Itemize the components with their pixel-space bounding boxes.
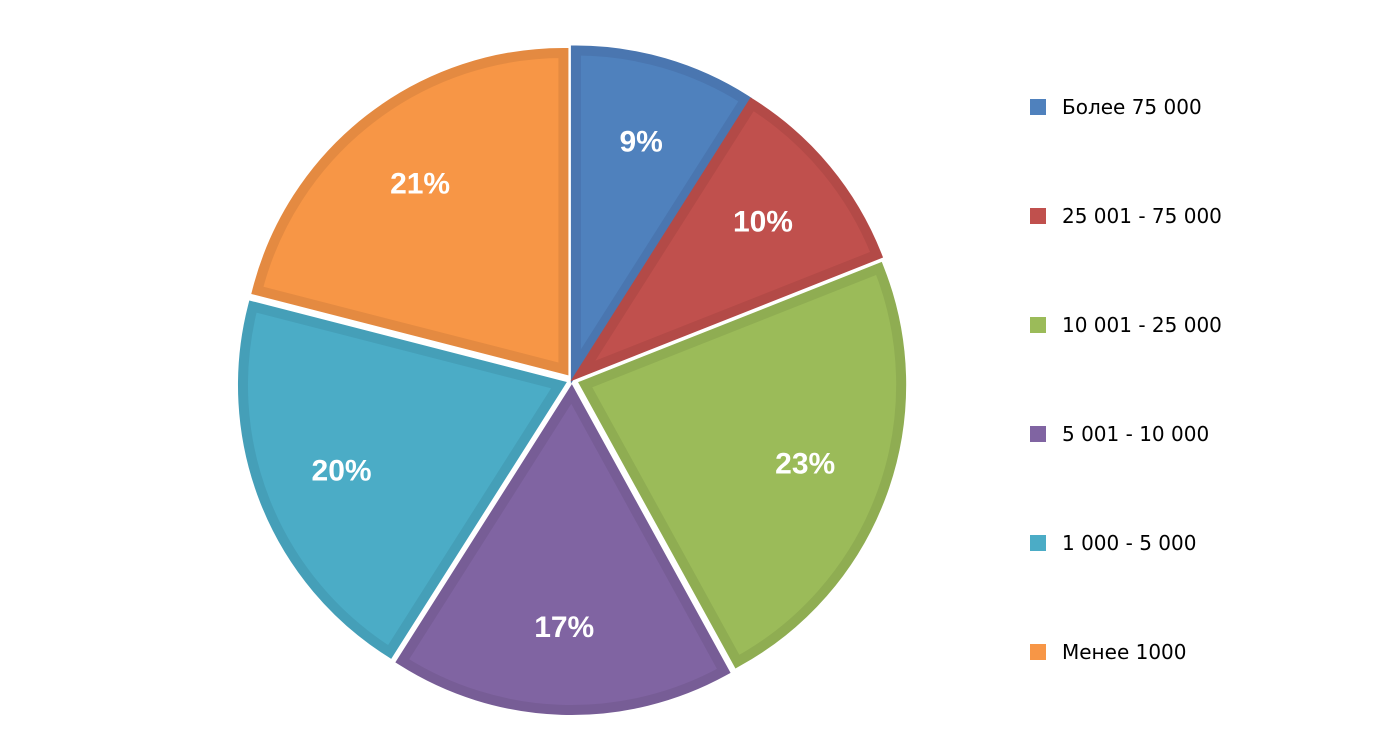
- legend-swatch-3: [1030, 317, 1046, 333]
- legend-swatch-6: [1030, 644, 1046, 660]
- legend-label-6: Менее 1000: [1062, 640, 1187, 664]
- legend-swatch-1: [1030, 99, 1046, 115]
- legend-label-4: 5 001 - 10 000: [1062, 422, 1209, 446]
- legend-label-2: 25 001 - 75 000: [1062, 204, 1222, 228]
- data-label-4: 17%: [534, 611, 594, 644]
- legend-label-5: 1 000 - 5 000: [1062, 531, 1196, 555]
- legend-item-6: Менее 1000: [1030, 640, 1187, 664]
- pie-slice-4: [395, 384, 731, 715]
- data-label-1: 9%: [619, 126, 662, 159]
- legend-swatch-5: [1030, 535, 1046, 551]
- pie-slices: [238, 45, 907, 715]
- data-label-2: 10%: [733, 206, 793, 239]
- legend-item-5: 1 000 - 5 000: [1030, 531, 1196, 555]
- legend-item-1: Более 75 000: [1030, 95, 1202, 119]
- data-label-3: 23%: [775, 447, 835, 480]
- pie-data-labels: 9% 10% 23% 17% 20% 21%: [312, 126, 836, 645]
- pie-slice-5: [238, 300, 567, 659]
- legend-item-3: 10 001 - 25 000: [1030, 313, 1222, 337]
- pie-slice-1: [570, 45, 753, 384]
- legend-item-4: 5 001 - 10 000: [1030, 422, 1209, 446]
- legend-label-3: 10 001 - 25 000: [1062, 313, 1222, 337]
- legend-label-1: Более 75 000: [1062, 95, 1202, 119]
- pie-slice-2: [570, 97, 884, 382]
- legend: Более 75 000 25 001 - 75 000 10 001 - 25 0…: [1030, 95, 1222, 664]
- data-label-5: 20%: [312, 455, 372, 488]
- data-label-6: 21%: [390, 168, 450, 201]
- legend-swatch-4: [1030, 426, 1046, 442]
- pie-slice-6: [251, 47, 569, 376]
- pie-slice-3: [578, 261, 907, 669]
- legend-swatch-2: [1030, 208, 1046, 224]
- legend-item-2: 25 001 - 75 000: [1030, 204, 1222, 228]
